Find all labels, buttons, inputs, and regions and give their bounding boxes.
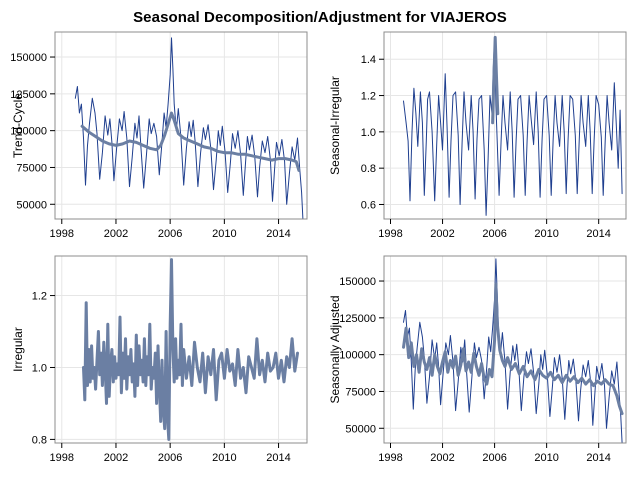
plot-area — [384, 256, 626, 443]
y-axis-title: Seasonally Adjusted — [328, 295, 342, 403]
raw-series-line — [74, 37, 304, 219]
x-tick-label: 2002 — [430, 452, 454, 464]
x-tick-label: 2014 — [266, 228, 290, 240]
x-tick-label: 2006 — [482, 452, 506, 464]
x-tick-label: 2010 — [534, 452, 558, 464]
plot-frame — [383, 255, 627, 444]
y-tick-label: 100000 — [339, 350, 376, 362]
y-axis-title: Irregular — [11, 327, 25, 372]
x-tick-label: 2010 — [212, 228, 236, 240]
y-tick-label: 1.4 — [361, 54, 376, 66]
x-tick-label: 2002 — [104, 452, 128, 464]
x-tick-label: 2006 — [482, 228, 506, 240]
y-tick-label: 75000 — [16, 162, 47, 174]
x-tick-label: 1998 — [378, 452, 402, 464]
plot-frame — [54, 31, 308, 220]
x-tick-label: 2010 — [212, 452, 236, 464]
plot-frame — [383, 31, 627, 220]
y-tick-label: 1.2 — [32, 291, 47, 303]
smoothed-series-line — [402, 282, 624, 416]
y-tick-label: 1.0 — [361, 127, 376, 139]
y-axis-title: Seasonal-Irregular — [328, 76, 342, 175]
y-tick-label: 125000 — [339, 313, 376, 325]
irregular-panel: 1998 2002 2006 2010 2014 0.8 1.0 1.2 Irregular — [11, 255, 308, 464]
x-tick-label: 2006 — [158, 228, 182, 240]
y-tick-label: 150000 — [10, 52, 47, 64]
y-tick-label: 75000 — [345, 386, 376, 398]
x-tick-label: 2002 — [104, 228, 128, 240]
x-tick-label: 2014 — [586, 452, 610, 464]
x-tick-label: 2002 — [430, 228, 454, 240]
y-tick-label: 125000 — [10, 89, 47, 101]
raw-series-line — [403, 36, 623, 216]
y-axis-title: Trend-Cycle — [11, 93, 25, 158]
smoothed-series-line — [80, 111, 301, 172]
x-tick-label: 2014 — [586, 228, 610, 240]
plot-area — [55, 32, 307, 219]
y-tick-label: 50000 — [345, 423, 376, 435]
smoothed-series-line — [82, 258, 299, 441]
y-tick-label: 0.8 — [32, 434, 47, 446]
x-tick-label: 2010 — [534, 228, 558, 240]
y-tick-label: 0.6 — [361, 199, 376, 211]
seasonal-irregular-panel: 1998 2002 2006 2010 2014 0.6 0.8 1.0 1.2 1.4 Seaso… — [328, 31, 627, 240]
smoothed-series-line — [491, 35, 500, 125]
y-tick-label: 150000 — [339, 276, 376, 288]
x-tick-label: 2006 — [158, 452, 182, 464]
x-tick-label: 1998 — [50, 452, 74, 464]
y-tick-label: 0.8 — [361, 163, 376, 175]
plot-frame — [54, 255, 308, 444]
y-tick-label: 100000 — [10, 126, 47, 138]
chart-title: Seasonal Decomposition/Adjustment for VI… — [133, 9, 507, 26]
x-tick-label: 2014 — [266, 452, 290, 464]
seasonally-adjusted-panel: 1998 2002 2006 2010 2014 50000 75000 100000 1250… — [328, 255, 627, 464]
y-tick-label: 1.0 — [32, 362, 47, 374]
trend-cycle-panel: 1998 2002 2006 2010 2014 50000 75000 100000 1250… — [10, 31, 308, 240]
y-tick-label: 1.2 — [361, 91, 376, 103]
x-tick-label: 1998 — [50, 228, 74, 240]
x-tick-label: 1998 — [378, 228, 402, 240]
y-tick-label: 50000 — [16, 199, 47, 211]
